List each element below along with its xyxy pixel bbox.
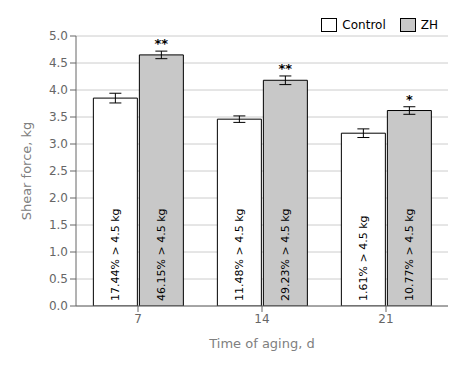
svg-text:*: * bbox=[406, 92, 413, 107]
svg-text:0.0: 0.0 bbox=[49, 299, 68, 313]
svg-text:Time of aging, d: Time of aging, d bbox=[208, 336, 314, 351]
svg-text:5.0: 5.0 bbox=[49, 29, 68, 43]
svg-text:29.23% > 4.5 kg: 29.23% > 4.5 kg bbox=[279, 209, 292, 302]
svg-text:1.0: 1.0 bbox=[49, 245, 68, 259]
svg-text:4.0: 4.0 bbox=[49, 83, 68, 97]
svg-text:2.5: 2.5 bbox=[49, 164, 68, 178]
svg-text:3.5: 3.5 bbox=[49, 110, 68, 124]
svg-text:**: ** bbox=[279, 61, 293, 76]
svg-text:2.0: 2.0 bbox=[49, 191, 68, 205]
svg-text:7: 7 bbox=[134, 312, 142, 326]
svg-text:1.5: 1.5 bbox=[49, 218, 68, 232]
svg-text:10.77% > 4.5 kg: 10.77% > 4.5 kg bbox=[403, 209, 416, 302]
svg-text:11.48% > 4.5 kg: 11.48% > 4.5 kg bbox=[233, 209, 246, 301]
html-text:Control: Control bbox=[342, 18, 386, 32]
svg-text:46.15% > 4.5 kg: 46.15% > 4.5 kg bbox=[155, 209, 168, 302]
svg-text:17.44% > 4.5 kg: 17.44% > 4.5 kg bbox=[109, 209, 122, 302]
svg-text:14: 14 bbox=[254, 312, 269, 326]
svg-text:1.61% > 4.5 kg: 1.61% > 4.5 kg bbox=[357, 216, 370, 302]
svg-text:**: ** bbox=[155, 36, 169, 51]
html-text:ZH: ZH bbox=[420, 18, 438, 32]
svg-text:0.5: 0.5 bbox=[49, 272, 68, 286]
svg-text:4.5: 4.5 bbox=[49, 56, 68, 70]
svg-text:3.0: 3.0 bbox=[49, 137, 68, 151]
svg-text:Shear force, kg: Shear force, kg bbox=[19, 122, 34, 221]
svg-text:21: 21 bbox=[378, 312, 393, 326]
